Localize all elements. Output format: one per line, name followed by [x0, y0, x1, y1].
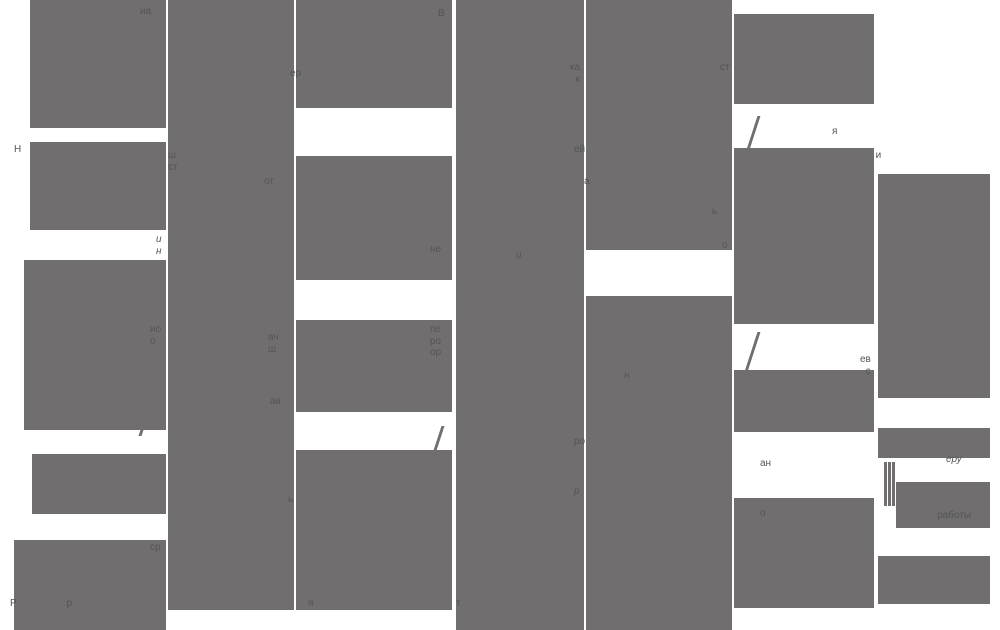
label-21: ро [574, 436, 654, 448]
label-20: и [516, 250, 576, 262]
label-9: ач ш [268, 332, 348, 355]
label-23: ст [720, 62, 800, 74]
label-26: н [624, 370, 664, 382]
label-32: еру [946, 454, 1000, 466]
slash-3 [430, 62, 452, 104]
slash-2 [136, 466, 158, 508]
label-25: о [722, 240, 782, 252]
label-17: ка к [570, 62, 660, 85]
block-11 [586, 0, 732, 250]
block-12 [586, 296, 732, 630]
label-14: не [430, 244, 510, 256]
slash-4 [424, 428, 446, 470]
label-0: иа [140, 6, 200, 18]
label-28: о [760, 508, 840, 520]
label-1: ш ст [168, 150, 228, 173]
label-7: ер [290, 68, 350, 80]
gap-0 [296, 108, 452, 156]
gap-1 [296, 280, 452, 320]
label-30: и [870, 150, 970, 162]
block-4 [14, 540, 166, 630]
label-18: ей [574, 144, 634, 156]
label-11: ь [288, 494, 348, 506]
diagram-canvas: иаш сти нио осрНР реротач шавьяВнепе ро … [0, 0, 1000, 630]
label-24: ь [712, 206, 792, 218]
label-27: ан [760, 458, 840, 470]
slash-1 [136, 392, 158, 434]
block-5 [168, 0, 294, 610]
label-8: от [264, 176, 324, 188]
block-20 [878, 556, 990, 604]
label-10: ав [270, 396, 330, 408]
label-2: и н [156, 234, 236, 257]
label-16: т [456, 598, 516, 610]
block-15 [734, 370, 874, 432]
label-3: ио о [150, 324, 210, 347]
label-12: я [308, 598, 368, 610]
label-13: В [438, 8, 498, 20]
label-15: пе ро ор [430, 324, 520, 359]
label-6: Р р [10, 598, 180, 610]
slash-0 [136, 42, 158, 84]
label-29: я [832, 126, 892, 138]
block-14 [734, 148, 874, 324]
slash-6 [740, 334, 762, 376]
block-9 [296, 450, 452, 610]
slash-5 [740, 118, 762, 160]
label-19: а [584, 176, 644, 188]
block-13 [734, 14, 874, 104]
label-33: работы [926, 510, 996, 522]
block-10 [456, 0, 584, 630]
label-31: ев с [860, 354, 970, 377]
gap-3 [586, 250, 732, 296]
block-7 [296, 156, 452, 280]
block-6 [296, 0, 452, 108]
label-4: ср [150, 542, 230, 554]
label-22: р [574, 486, 634, 498]
bars-0 [876, 462, 906, 506]
label-5: Н [14, 144, 74, 156]
